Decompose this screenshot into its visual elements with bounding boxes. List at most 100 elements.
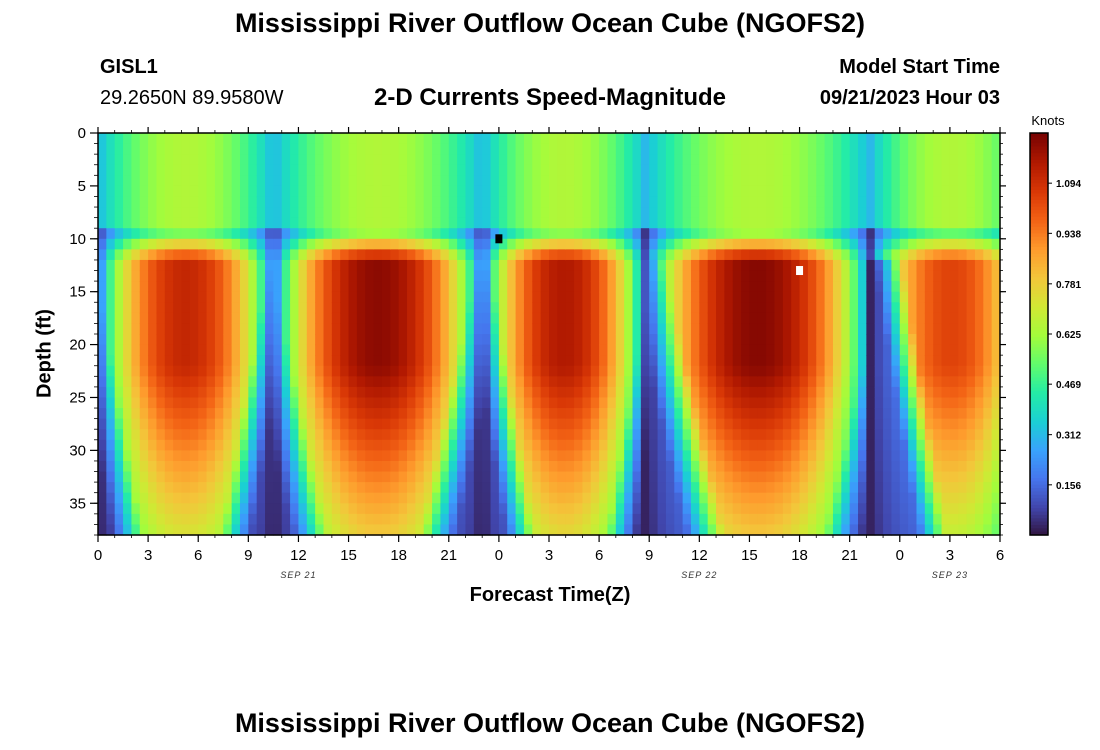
heatmap-cell [532, 450, 542, 462]
heatmap-cell [665, 429, 675, 441]
heatmap-cell [624, 418, 634, 430]
heatmap-cell [774, 386, 784, 399]
heatmap-cell [866, 429, 876, 441]
heatmap-cell [498, 355, 508, 367]
heatmap-cell [482, 460, 492, 473]
heatmap-cell [590, 524, 600, 536]
heatmap-cell [156, 259, 166, 272]
heatmap-cell [273, 302, 283, 314]
heatmap-cell [398, 323, 408, 335]
heatmap-cell [164, 270, 174, 282]
heatmap-cell [590, 492, 600, 504]
heatmap-cell [131, 175, 141, 187]
heatmap-cell [315, 249, 325, 261]
heatmap-cell [966, 154, 976, 166]
heatmap-cell [966, 439, 976, 451]
heatmap-cell [574, 143, 584, 155]
heatmap-cell [674, 291, 684, 303]
heatmap-cell [941, 207, 951, 219]
heatmap-cell [407, 365, 416, 377]
heatmap-cell [682, 513, 692, 526]
heatmap-cell [958, 450, 968, 462]
heatmap-cell [198, 344, 208, 356]
heatmap-cell [757, 524, 767, 536]
heatmap-cell [949, 164, 959, 176]
heatmap-cell [407, 228, 416, 240]
heatmap-cell [164, 365, 174, 377]
heatmap-cell [924, 196, 934, 208]
heatmap-cell [340, 408, 350, 420]
heatmap-cell [432, 429, 442, 441]
heatmap-cell [256, 397, 266, 409]
heatmap-cell [682, 302, 692, 314]
heatmap-cell [515, 259, 525, 272]
heatmap-cell [173, 238, 183, 250]
heatmap-cell [866, 207, 876, 219]
heatmap-cell [507, 344, 517, 356]
heatmap-cell [916, 460, 926, 473]
colorbar-segment [1030, 478, 1048, 482]
heatmap-cell [365, 302, 375, 314]
heatmap-cell [716, 281, 725, 293]
heatmap-cell [206, 386, 216, 399]
heatmap-cell [98, 302, 107, 314]
heatmap-cell [440, 429, 450, 441]
heatmap-cell [281, 143, 291, 155]
heatmap-cell [214, 228, 224, 240]
heatmap-cell [198, 217, 208, 229]
heatmap-cell [816, 482, 826, 494]
colorbar-segment [1030, 206, 1048, 211]
heatmap-cell [507, 513, 517, 526]
heatmap-cell [231, 386, 241, 399]
heatmap-cell [782, 482, 792, 494]
heatmap-cell [791, 238, 801, 250]
heatmap-cell [532, 238, 542, 250]
heatmap-cell [323, 439, 333, 451]
heatmap-cell [490, 376, 500, 388]
heatmap-cell [206, 513, 216, 526]
heatmap-cell [448, 228, 458, 240]
heatmap-cell [106, 281, 116, 293]
heatmap-cell [323, 291, 333, 303]
heatmap-cell [407, 503, 416, 515]
heatmap-cell [874, 439, 884, 451]
heatmap-cell [173, 450, 183, 462]
heatmap-cell [582, 450, 592, 462]
heatmap-cell [540, 397, 550, 409]
heatmap-cell [432, 503, 442, 515]
heatmap-cell [415, 154, 425, 166]
heatmap-cell [682, 217, 692, 229]
heatmap-cell [824, 259, 834, 272]
heatmap-cell [498, 408, 508, 420]
heatmap-cell [983, 175, 993, 187]
heatmap-cell [807, 418, 817, 430]
heatmap-cell [841, 133, 851, 145]
heatmap-cell [498, 439, 508, 451]
heatmap-cell [699, 196, 709, 208]
heatmap-cell [148, 207, 158, 219]
heatmap-cell [532, 376, 542, 388]
heatmap-cell [440, 471, 450, 483]
heatmap-cell [148, 408, 158, 420]
heatmap-cell [966, 270, 976, 282]
heatmap-cell [924, 513, 934, 526]
heatmap-cell [139, 460, 149, 473]
heatmap-cell [198, 291, 208, 303]
heatmap-cell [665, 355, 675, 367]
heatmap-cell [707, 185, 717, 198]
heatmap-cell [741, 397, 751, 409]
heatmap-cell [599, 397, 609, 409]
heatmap-cell [791, 312, 801, 325]
heatmap-cell [557, 228, 567, 240]
heatmap-cell [891, 217, 901, 229]
heatmap-cell [156, 513, 166, 526]
heatmap-cell [640, 513, 650, 526]
heatmap-cell [807, 133, 817, 145]
heatmap-cell [415, 291, 425, 303]
heatmap-cell [114, 185, 124, 198]
heatmap-cell [473, 492, 483, 504]
heatmap-cell [891, 302, 901, 314]
heatmap-cell [657, 323, 667, 335]
heatmap-cell [340, 238, 350, 250]
heatmap-cell [991, 450, 1001, 462]
